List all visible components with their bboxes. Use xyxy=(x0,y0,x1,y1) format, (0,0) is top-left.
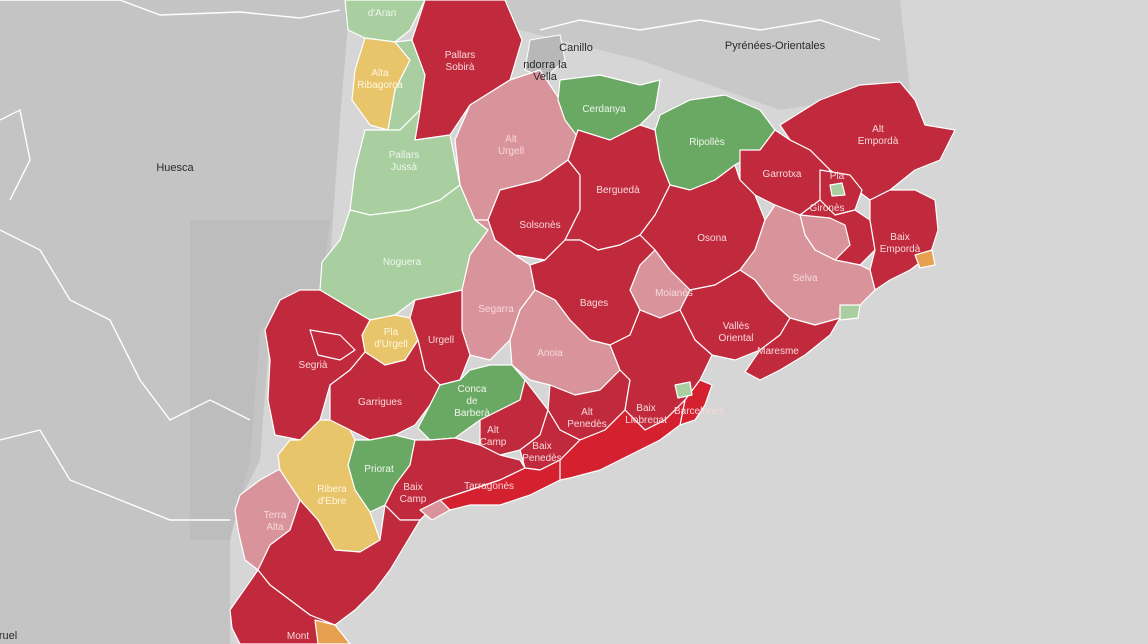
label-ribera-debre: Ribera d'Ebre xyxy=(317,484,347,507)
border-line-france xyxy=(539,19,881,41)
label-maresme: Maresme xyxy=(757,346,799,357)
region-baix-emporda[interactable] xyxy=(869,189,939,291)
label-moianes: Moianès xyxy=(655,288,693,299)
label-urgell: Urgell xyxy=(427,335,455,346)
label-alt-emporda: Alt Empordà xyxy=(857,124,899,147)
label-montsia: Mont xyxy=(286,631,310,642)
label-val-daran: d'Aran xyxy=(367,8,397,19)
label-alt-camp: Alt Camp xyxy=(479,425,507,448)
region-barcelona-green[interactable] xyxy=(674,381,693,399)
region-pla-estany-green[interactable] xyxy=(829,182,846,197)
border-line-south xyxy=(0,429,230,521)
region-coast-orange[interactable] xyxy=(914,249,936,269)
region-montsia-south[interactable] xyxy=(314,619,351,644)
aragon-land xyxy=(0,0,350,644)
region-selva-coast[interactable] xyxy=(839,304,861,321)
label-priorat: Priorat xyxy=(364,464,394,475)
label-baix-penedes: Baix Penedès xyxy=(522,441,562,464)
label-anoia: Anoia xyxy=(537,348,563,359)
label-alta-ribagorca: Alta Ribagorça xyxy=(357,68,403,91)
label-bages: Bages xyxy=(579,298,609,309)
andorra-area xyxy=(524,34,566,79)
label-valles-oriental: Vallès Oriental xyxy=(718,321,754,344)
border-line-far-west xyxy=(0,108,31,201)
region-coast-central[interactable] xyxy=(559,399,686,481)
label-terra-alta: Terra Alta xyxy=(263,510,287,533)
label-bergueda: Berguedà xyxy=(596,185,640,196)
label-cerdanya: Cerdanya xyxy=(582,104,626,115)
label-conca-barbera: Conca de Barberà xyxy=(454,384,490,419)
border-line-north xyxy=(0,0,341,19)
label-garrotxa: Garrotxa xyxy=(762,169,802,180)
region-segria-inner[interactable] xyxy=(309,329,356,361)
label-garrigues: Garrigues xyxy=(358,397,402,408)
label-pyrenees-orientales: Pyrénées-Orientales xyxy=(724,40,826,52)
label-barcelones: Barcelonès xyxy=(673,406,725,417)
label-alt-penedes: Alt Penedès xyxy=(567,407,607,430)
label-pallars-sobira: Pallars Sobirà xyxy=(444,50,476,73)
label-girones: Gironès xyxy=(809,203,845,214)
label-selva: Selva xyxy=(792,273,818,284)
label-solsones: Solsonès xyxy=(519,220,561,231)
label-segarra: Segarra xyxy=(478,304,514,315)
label-pla-estany: Pla xyxy=(829,171,845,182)
label-noguera: Noguera xyxy=(382,257,422,268)
label-teruel: ruel xyxy=(0,630,18,642)
border-line-west xyxy=(0,229,251,421)
label-alt-urgell: Alt Urgell xyxy=(497,134,525,157)
label-baix-llobregat: Baix Llobregat xyxy=(625,403,667,426)
label-pla-durgell: Pla d'Urgell xyxy=(374,327,408,350)
label-ripolles: Ripollès xyxy=(689,137,725,148)
label-andorra: ndorra la Vella xyxy=(523,59,567,83)
label-canillo: Canillo xyxy=(559,42,593,54)
label-huesca: Huesca xyxy=(156,162,194,174)
label-segria: Segrià xyxy=(298,360,328,371)
label-tarragones: Tarragonès xyxy=(463,481,515,492)
label-baix-emporda: Baix Empordà xyxy=(879,232,921,255)
region-small-pink-1[interactable] xyxy=(419,499,451,521)
region-maresme[interactable] xyxy=(744,317,841,381)
france-andorra-land xyxy=(0,0,910,110)
label-pallars-jussa: Pallars Jussà xyxy=(388,150,420,173)
label-baix-camp: Baix Camp xyxy=(399,482,427,505)
label-osona: Osona xyxy=(697,233,727,244)
